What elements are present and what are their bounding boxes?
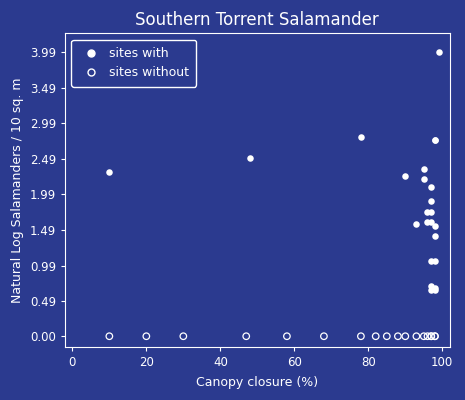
Point bbox=[427, 333, 435, 340]
Point bbox=[420, 176, 427, 183]
Point bbox=[424, 208, 431, 215]
Point bbox=[431, 333, 438, 340]
Point bbox=[427, 333, 435, 340]
Point bbox=[179, 333, 187, 340]
Point bbox=[431, 287, 438, 293]
Point bbox=[431, 233, 438, 240]
Point bbox=[424, 219, 431, 226]
Point bbox=[427, 208, 435, 215]
Point bbox=[435, 49, 442, 55]
Point bbox=[431, 333, 438, 340]
Point bbox=[412, 333, 420, 340]
Legend: sites with, sites without: sites with, sites without bbox=[71, 40, 196, 87]
Title: Southern Torrent Salamander: Southern Torrent Salamander bbox=[135, 11, 379, 29]
Point bbox=[412, 220, 420, 227]
Point bbox=[427, 184, 435, 190]
Point bbox=[431, 137, 438, 144]
Point bbox=[431, 137, 438, 144]
Point bbox=[431, 284, 438, 291]
Point bbox=[420, 333, 427, 340]
Point bbox=[357, 333, 365, 340]
Point bbox=[372, 333, 379, 340]
Point bbox=[394, 333, 402, 340]
Point bbox=[427, 198, 435, 204]
Point bbox=[427, 283, 435, 290]
Point bbox=[431, 258, 438, 265]
Point bbox=[106, 169, 113, 176]
Point bbox=[402, 333, 409, 340]
Point bbox=[243, 333, 250, 340]
Point bbox=[357, 134, 365, 140]
Point bbox=[106, 333, 113, 340]
Point bbox=[246, 155, 253, 161]
Point bbox=[427, 219, 435, 226]
Point bbox=[320, 333, 328, 340]
Point bbox=[427, 287, 435, 293]
Y-axis label: Natural Log Salamanders / 10 sq. m: Natural Log Salamanders / 10 sq. m bbox=[11, 78, 24, 303]
Point bbox=[283, 333, 291, 340]
Point bbox=[143, 333, 150, 340]
Point bbox=[383, 333, 391, 340]
Point bbox=[424, 333, 431, 340]
Point bbox=[402, 173, 409, 179]
Point bbox=[420, 166, 427, 172]
Point bbox=[431, 223, 438, 229]
Point bbox=[427, 258, 435, 265]
X-axis label: Canopy closure (%): Canopy closure (%) bbox=[196, 376, 319, 389]
